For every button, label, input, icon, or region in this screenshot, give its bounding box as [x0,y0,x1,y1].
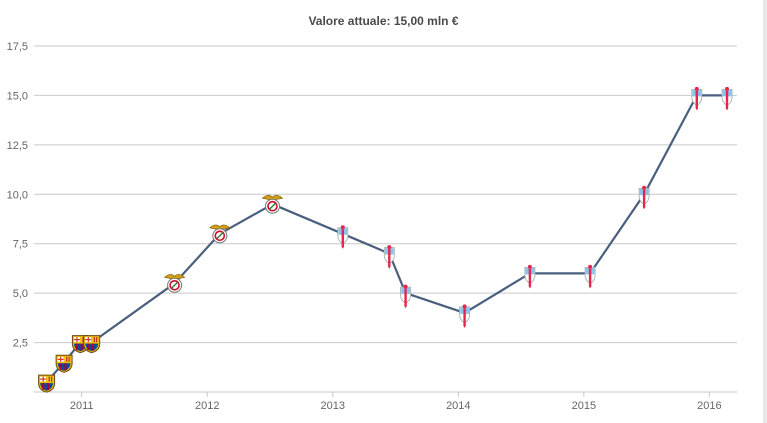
series-line [45,94,727,383]
y-axis: 17,5 15,0 12,5 10,0 7,5 5,0 2,5 [7,41,28,350]
data-points [38,86,733,393]
data-point-benfica-crest-icon[interactable] [163,274,186,293]
x-axis: 2011 2012 2013 2014 2015 2016 [70,392,722,412]
y-tick-label: 7,5 [13,239,28,251]
x-tick-label: 2011 [70,400,94,412]
data-point-celta-crest-icon[interactable] [337,225,349,249]
chart-title: Valore attuale: 15,00 mln € [308,14,459,28]
x-tick-label: 2015 [572,400,596,412]
data-point-barcelona-crest-icon[interactable] [55,354,73,373]
window-edge [763,0,767,423]
data-point-benfica-crest-icon[interactable] [261,195,284,214]
x-tick-label: 2016 [697,400,721,412]
data-point-celta-crest-icon[interactable] [524,264,536,289]
y-tick-label: 15,0 [7,90,28,102]
data-point-celta-crest-icon[interactable] [584,264,596,289]
data-point-celta-crest-icon[interactable] [691,86,703,111]
y-tick-label: 5,0 [13,288,28,300]
data-point-celta-crest-icon[interactable] [383,245,395,269]
x-tick-label: 2012 [195,400,219,412]
data-point-barcelona-crest-icon[interactable] [38,374,56,393]
data-point-celta-crest-icon[interactable] [400,284,412,309]
data-point-celta-crest-icon[interactable] [721,86,733,111]
y-tick-label: 2,5 [13,338,28,350]
grid-lines [34,45,737,393]
market-value-line [45,94,727,383]
data-point-barcelona-crest-icon[interactable] [83,335,101,354]
y-tick-label: 10,0 [7,189,28,201]
data-point-benfica-crest-icon[interactable] [208,224,231,244]
x-tick-label: 2014 [446,400,470,412]
y-tick-label: 17,5 [7,41,28,53]
data-point-celta-crest-icon[interactable] [638,185,650,210]
x-tick-label: 2013 [321,400,345,412]
y-tick-label: 12,5 [7,140,28,152]
data-point-celta-crest-icon[interactable] [459,304,471,328]
